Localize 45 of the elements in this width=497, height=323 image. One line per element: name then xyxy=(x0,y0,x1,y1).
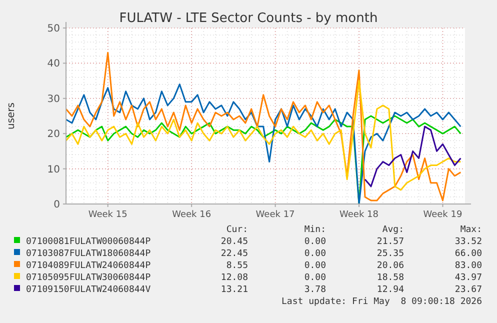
text: 66.00 xyxy=(454,249,482,259)
line-series xyxy=(364,126,462,188)
y-tick-label: 0 xyxy=(54,200,60,210)
text: 22.45 xyxy=(220,249,248,259)
text: Cur: xyxy=(226,225,248,235)
legend-label: 07105095FULATW30060844P xyxy=(26,273,152,283)
y-tick-label: 10 xyxy=(47,164,60,176)
text: 3.78 xyxy=(304,285,326,295)
text: 12.94 xyxy=(376,285,404,295)
text: 83.00 xyxy=(454,261,482,271)
text: 18.58 xyxy=(376,273,404,283)
y-tick-label: 30 xyxy=(47,94,60,105)
x-tick-label: Week 16 xyxy=(172,210,212,220)
legend-label: 07109150FULATW24060844V xyxy=(26,285,152,295)
text: 33.52 xyxy=(454,237,482,247)
text: 0.00 xyxy=(304,261,326,271)
x-tick-label: Week 19 xyxy=(423,210,462,220)
y-tick-label: 40 xyxy=(47,58,60,70)
chart-title: FULATW - LTE Sector Counts - by month xyxy=(119,11,378,26)
legend-label: 07103087FULATW18060844P xyxy=(26,249,152,259)
text: 25.35 xyxy=(376,249,404,259)
text: Last update: Fri May 8 09:00:18 2026 xyxy=(282,297,482,307)
text: 0.00 xyxy=(304,249,326,259)
text: 8.55 xyxy=(226,261,248,271)
y-tick-label: 50 xyxy=(47,24,60,34)
legend-label: 07104089FULATW24060844P xyxy=(26,261,152,271)
text: Max: xyxy=(460,225,482,235)
text: 13.21 xyxy=(220,285,248,295)
text: 0.00 xyxy=(304,273,326,283)
y-tick-label: 20 xyxy=(47,129,60,140)
x-tick-label: Week 17 xyxy=(256,210,295,220)
text: 23.67 xyxy=(454,285,482,295)
legend-label: 07100081FULATW00060844P xyxy=(26,237,152,247)
text: 0.00 xyxy=(304,237,326,247)
text: 12.08 xyxy=(220,273,248,283)
x-tick-label: Week 18 xyxy=(340,210,379,220)
line-series xyxy=(65,52,462,202)
text: 20.45 xyxy=(220,237,248,247)
text: 21.57 xyxy=(376,237,404,247)
text: 43.97 xyxy=(454,273,482,283)
y-axis-title: users xyxy=(6,102,17,130)
text: 20.06 xyxy=(376,261,404,271)
text: Min: xyxy=(304,225,326,235)
x-tick-label: Week 15 xyxy=(88,210,128,220)
text: Avg: xyxy=(382,225,404,235)
